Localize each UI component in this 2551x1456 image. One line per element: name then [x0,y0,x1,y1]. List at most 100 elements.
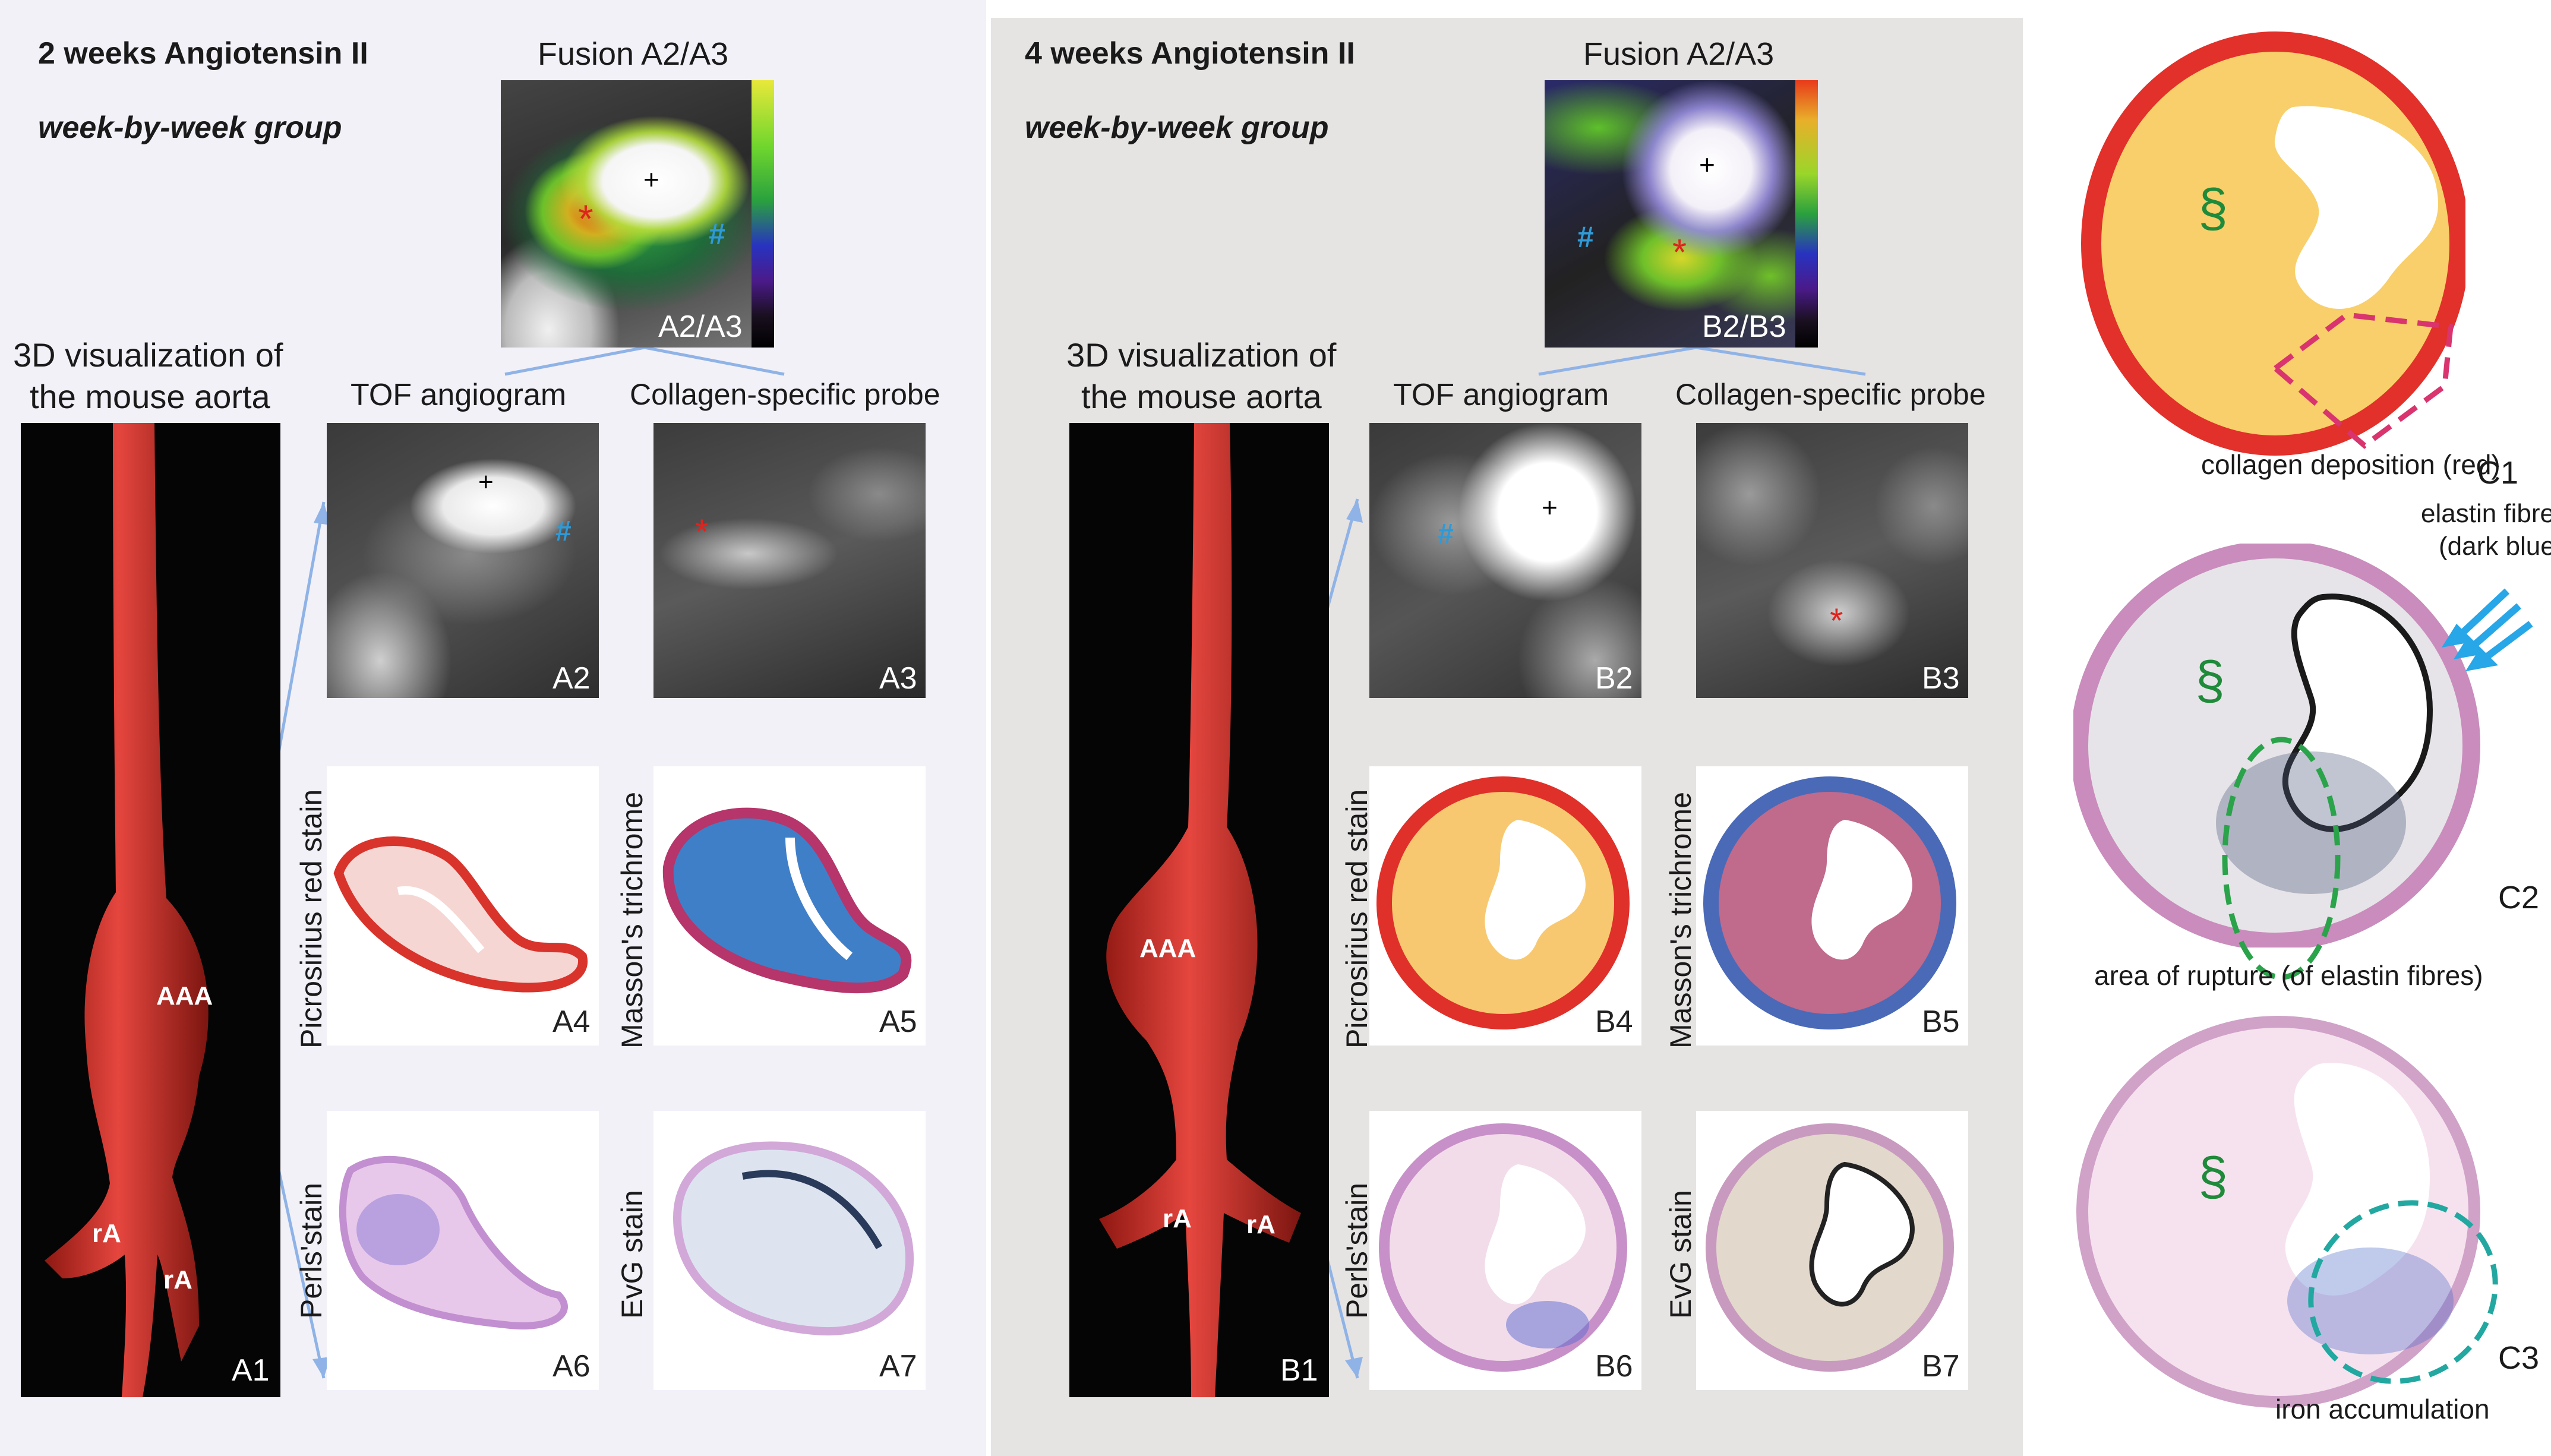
tissue-section [1376,776,1630,1029]
star-mark: * [695,513,709,551]
hash-mark: # [555,516,572,547]
ra-label-right: rA [1246,1210,1276,1239]
panel-a5-masson-image: A5 [653,766,926,1046]
panel-a2-tof-image: + # A2 [327,423,599,698]
tissue-section [339,1155,568,1329]
panel-b3-tag: B3 [1922,661,1960,696]
panel-a-fusion-tag: A2/A3 [658,309,743,344]
panel-a7-evg-image: A7 [653,1111,926,1390]
panel-b7-evg-image: B7 [1696,1111,1968,1390]
panel-b-fusion-title: Fusion A2/A3 [1583,36,1775,72]
panel-b-title: 4 weeks Angiotensin II [1025,36,1355,71]
panel-c1-caption: collagen deposition (red) [2201,449,2501,480]
stain-label-masson: Masson's trichrome [615,792,649,1048]
panel-b5-masson-image: B5 [1696,766,1968,1046]
hash-mark: # [1438,519,1454,550]
panel-a6-perls-image: A6 [327,1111,599,1390]
panel-b-viz-title-1: 3D visualization of [1066,336,1337,374]
plus-mark: + [1699,149,1715,180]
panel-b7-tag: B7 [1922,1349,1960,1384]
panel-b-tof-label: TOF angiogram [1393,378,1609,412]
panel-b-fusion-colorbar [1795,80,1818,348]
ra-label-left: rA [1163,1204,1192,1233]
stain-label-picrosirius: Picrosirius red stain [295,789,328,1048]
panel-a-fusion-image: + # * A2/A3 [501,80,774,348]
panel-b2-tag: B2 [1595,661,1633,696]
section-mark: § [2195,651,2225,710]
panel-b-fusion-image: + # * B2/B3 [1545,80,1818,348]
panel-b6-tag: B6 [1595,1349,1633,1384]
iron-ellipse [2308,1200,2498,1384]
panel-a-viz-title-2: the mouse aorta [30,378,270,415]
star-mark: * [1830,602,1843,640]
panel-b1-tag: B1 [1280,1353,1318,1388]
elastin-arrows [2442,588,2533,671]
panel-a4-tag: A4 [552,1005,591,1039]
panel-a4-picrosirius-image: A4 [327,766,599,1046]
plus-mark: + [643,164,659,195]
panel-c3-caption: iron accumulation [2275,1394,2490,1425]
panel-a-title: 2 weeks Angiotensin II [38,36,368,71]
panel-b-aorta-render: AAA rA rA B1 [1069,423,1329,1397]
panel-a-fusion-title: Fusion A2/A3 [538,36,729,72]
panel-b6-perls-image: B6 [1369,1111,1641,1390]
elastin-label-1: elastin fibres [2421,499,2551,528]
star-mark: * [1672,232,1687,273]
panel-b4-tag: B4 [1595,1005,1633,1039]
panel-b2-tof-image: + # B2 [1369,423,1641,698]
tissue-section [2076,1016,2480,1408]
panel-b5-tag: B5 [1922,1005,1960,1039]
panel-a7-tag: A7 [879,1349,917,1384]
stain-label-perls: Perls'stain [295,1182,328,1319]
tissue-section [673,1141,914,1336]
tissue-section [1379,1123,1627,1372]
panel-a3-probe-image: * A3 [653,423,926,698]
panel-a-fusion-colorbar [752,80,774,348]
panel-c1-tag: C1 [2477,455,2519,491]
panel-a3-tag: A3 [879,661,917,696]
star-mark: * [578,197,593,241]
section-mark: § [2198,179,2228,238]
panel-c2-caption: area of rupture (of elastin fibres) [2094,960,2483,991]
plus-mark: + [1542,492,1558,523]
panel-a6-tag: A6 [552,1349,591,1384]
hash-mark: # [709,217,725,251]
tissue-section [662,807,912,994]
panel-a-tof-label: TOF angiogram [351,378,567,412]
aaa-label: AAA [156,981,213,1010]
panel-a-probe-label: Collagen-specific probe [630,378,940,411]
tissue-section [1703,776,1956,1029]
panel-b-fusion-tag: B2/B3 [1702,309,1786,344]
plus-mark: + [478,468,494,497]
panel-a-aorta-render: AAA rA rA A1 [21,423,280,1397]
section-mark: § [2198,1147,2228,1207]
stain-label-masson: Masson's trichrome [1664,792,1697,1048]
ra-label-left: rA [92,1219,121,1248]
tissue-section [1706,1123,1954,1372]
aaa-label: AAA [1139,934,1196,963]
panel-c2-image: § [2073,544,2489,947]
panel-a2-tag: A2 [552,661,591,696]
aorta-shape [45,423,209,1397]
panel-a-viz-title-1: 3D visualization of [13,336,283,374]
ra-label-right: rA [163,1265,192,1294]
tissue-section [333,836,588,993]
panel-b3-probe-image: * B3 [1696,423,1968,698]
panel-b-viz-title-2: the mouse aorta [1081,378,1322,415]
rupture-ellipse [2222,737,2341,980]
hash-mark: # [1577,220,1594,254]
panel-c2-tag: C2 [2498,880,2540,915]
stain-label-evg: EvG stain [615,1190,649,1319]
elastin-label-2: (dark blue) [2439,532,2551,561]
stain-label-perls: Perls'stain [1340,1182,1374,1319]
panel-a1-tag: A1 [232,1353,270,1388]
stain-label-picrosirius: Picrosirius red stain [1340,789,1374,1048]
panel-b-probe-label: Collagen-specific probe [1675,378,1986,411]
panel-b-subtitle: week-by-week group [1025,110,1329,145]
panel-a-subtitle: week-by-week group [38,110,342,145]
tissue-section [2073,544,2480,947]
aorta-shape [1099,423,1301,1397]
panel-c3-tag: C3 [2498,1340,2540,1376]
panel-c1-image: § [2079,30,2465,457]
panel-b4-picrosirius-image: B4 [1369,766,1641,1046]
